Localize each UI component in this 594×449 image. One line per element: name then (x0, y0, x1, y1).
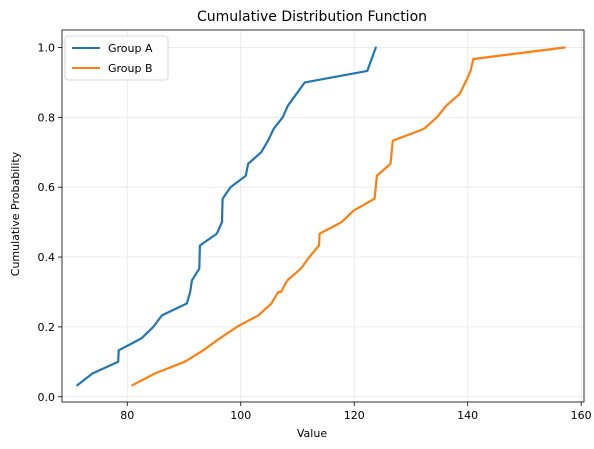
y-axis-label: Cumulative Probability (9, 151, 22, 276)
legend-label-group-b: Group B (108, 62, 153, 75)
y-tick-label: 0.0 (38, 391, 56, 404)
grid (62, 30, 584, 402)
axis-ticks: 80 100 120 140 160 0.0 0.2 0.4 0.6 0.8 1.0 (38, 41, 592, 422)
y-tick-label: 0.4 (38, 251, 56, 264)
y-tick-label: 0.2 (38, 321, 56, 334)
y-tick-label: 0.6 (38, 181, 56, 194)
x-tick-label: 80 (120, 409, 134, 422)
y-tick-label: 1.0 (38, 41, 56, 54)
series-line-group-a (76, 46, 377, 387)
x-axis-label: Value (297, 427, 327, 440)
chart-title: Cumulative Distribution Function (197, 9, 427, 25)
y-tick-label: 0.8 (38, 111, 56, 124)
legend: Group A Group B (64, 35, 169, 81)
plot-area-frame (61, 29, 585, 403)
x-tick-label: 140 (457, 409, 478, 422)
x-tick-label: 120 (344, 409, 365, 422)
series-line-group-b (131, 46, 566, 387)
x-tick-label: 100 (230, 409, 251, 422)
x-tick-label: 160 (571, 409, 592, 422)
series-lines (76, 46, 566, 387)
legend-label-group-a: Group A (108, 42, 153, 55)
